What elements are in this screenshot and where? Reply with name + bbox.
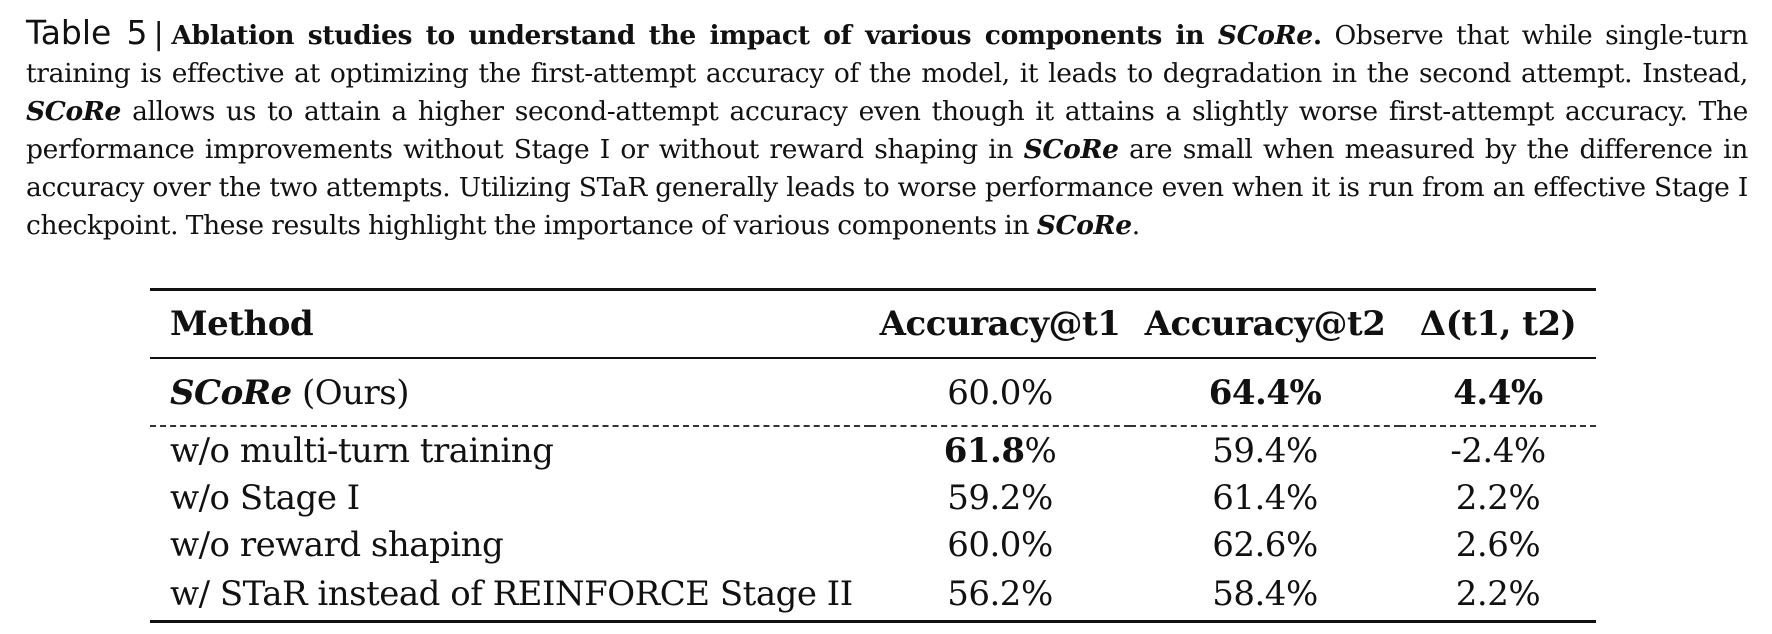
cell-accuracy-t1: 59.2% — [947, 477, 1053, 518]
table-number: Table 5 — [26, 13, 148, 52]
method-name: SCoRe — [170, 373, 292, 413]
header-accuracy-t1: Accuracy@t1 — [879, 304, 1121, 344]
table-row-ours: SCoRe (Ours) 60.0% 64.4% 4.4% — [150, 358, 1596, 427]
ablation-table-container: Method Accuracy@t1 Accuracy@t2 Δ(t1, t2)… — [150, 288, 1596, 623]
cell-delta: 2.2% — [1455, 574, 1541, 614]
cell-accuracy-t2: 59.4% — [1212, 430, 1318, 471]
ablation-table: Method Accuracy@t1 Accuracy@t2 Δ(t1, t2)… — [150, 288, 1596, 623]
caption-method-2: SCoRe — [1023, 134, 1119, 165]
cell-method: w/ STaR instead of REINFORCE Stage II — [170, 574, 853, 614]
table-header: Method Accuracy@t1 Accuracy@t2 Δ(t1, t2) — [150, 289, 1596, 358]
caption-text-3: are small when measured by the differenc… — [26, 134, 1748, 241]
caption-title-end: . — [1312, 20, 1322, 51]
caption-text-4: . — [1131, 210, 1140, 241]
cell-delta: 4.4% — [1400, 358, 1596, 427]
table-caption: Table 5 | Ablation studies to understand t… — [26, 14, 1748, 245]
cell-accuracy-t1-unit: % — [1024, 430, 1057, 471]
caption-text-1: Observe that while single-turn training … — [26, 20, 1748, 89]
cell-accuracy-t2: 58.4% — [1212, 574, 1318, 614]
caption-title-method: SCoRe — [1217, 20, 1313, 51]
caption-separator: | — [153, 17, 164, 52]
table-row: w/o reward shaping 60.0% 62.6% 2.6% — [150, 521, 1596, 568]
cell-method: w/o Stage I — [170, 477, 360, 518]
cell-accuracy-t2: 62.6% — [1212, 524, 1318, 565]
cell-accuracy-t1: 60.0% — [870, 358, 1130, 427]
table-row: w/o multi-turn training 61.8% 59.4% -2.4… — [150, 426, 1596, 474]
cell-delta: 2.2% — [1455, 477, 1541, 518]
cell-delta: -2.4% — [1450, 430, 1546, 471]
table-row: w/ STaR instead of REINFORCE Stage II 56… — [150, 568, 1596, 622]
table-body: SCoRe (Ours) 60.0% 64.4% 4.4% w/o multi-… — [150, 358, 1596, 622]
cell-accuracy-t1: 56.2% — [947, 574, 1053, 614]
header-accuracy-t2: Accuracy@t2 — [1144, 304, 1386, 344]
caption-text-2: allows us to attain a higher second-atte… — [26, 96, 1749, 165]
caption-method-1: SCoRe — [26, 96, 122, 127]
cell-method: w/o multi-turn training — [170, 430, 554, 471]
cell-method: w/o reward shaping — [170, 524, 504, 565]
cell-delta: 2.6% — [1455, 524, 1541, 565]
cell-method: SCoRe (Ours) — [150, 358, 870, 427]
header-row: Method Accuracy@t1 Accuracy@t2 Δ(t1, t2) — [150, 289, 1596, 358]
cell-accuracy-t1-bold: 61.8 — [943, 430, 1025, 471]
table-row: w/o Stage I 59.2% 61.4% 2.2% — [150, 474, 1596, 521]
cell-accuracy-t2: 64.4% — [1130, 358, 1400, 427]
method-suffix: (Ours) — [302, 373, 410, 413]
cell-accuracy-t1: 61.8% — [870, 426, 1130, 474]
header-delta: Δ(t1, t2) — [1419, 304, 1577, 344]
cell-accuracy-t1: 60.0% — [947, 524, 1053, 565]
caption-method-3: SCoRe — [1036, 210, 1132, 241]
header-method: Method — [170, 304, 314, 344]
caption-title: Ablation studies to understand the impac… — [171, 20, 1322, 51]
caption-title-text: Ablation studies to understand the impac… — [171, 20, 1205, 51]
cell-accuracy-t2: 61.4% — [1212, 477, 1318, 518]
